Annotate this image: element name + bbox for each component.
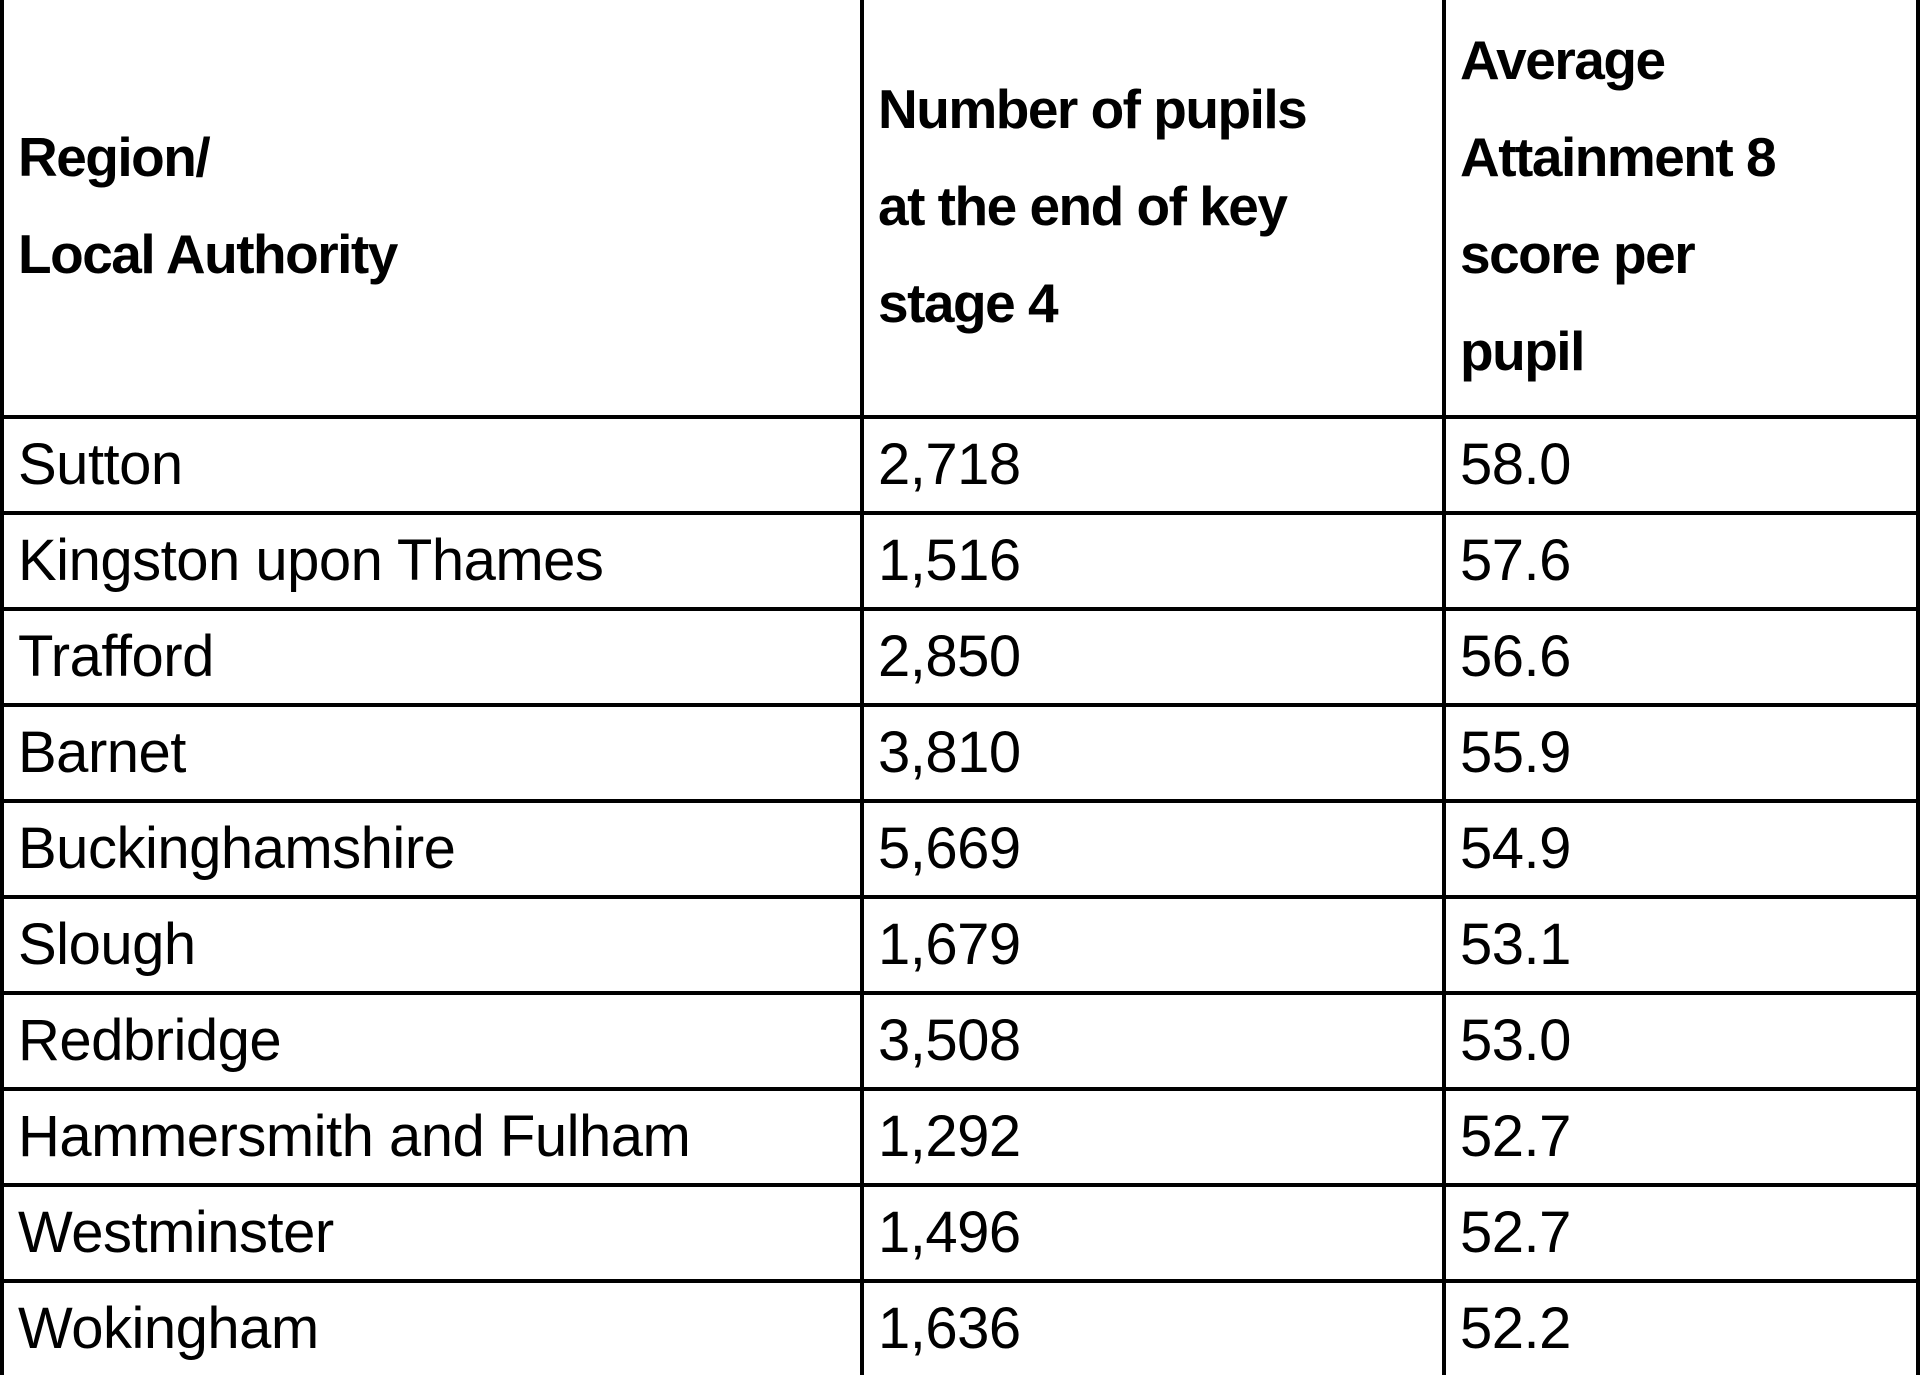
table-row: Redbridge 3,508 53.0 (0, 991, 1920, 1091)
cell-score: 53.0 (1442, 991, 1920, 1091)
table-row: Hammersmith and Fulham 1,292 52.7 (0, 1087, 1920, 1187)
cell-score: 52.7 (1442, 1087, 1920, 1187)
header-score-line-3: score per (1460, 223, 1696, 285)
header-region: Region/ Local Authority (0, 0, 864, 419)
cell-score: 52.2 (1442, 1279, 1920, 1375)
cell-score: 55.9 (1442, 703, 1920, 803)
table-body: Sutton 2,718 58.0 Kingston upon Thames 1… (0, 415, 1920, 1375)
cell-region: Kingston upon Thames (0, 511, 864, 611)
cell-region: Hammersmith and Fulham (0, 1087, 864, 1187)
header-score: Average Attainment 8 score per pupil (1442, 0, 1920, 419)
cell-pupils: 3,810 (860, 703, 1446, 803)
cell-region: Barnet (0, 703, 864, 803)
cell-score: 58.0 (1442, 415, 1920, 515)
header-score-line-1: Average (1460, 29, 1666, 91)
header-pupils-line-1: Number of pupils (878, 77, 1308, 140)
header-region-line-1: Region/ (18, 126, 211, 188)
header-pupils-line-3: stage 4 (878, 271, 1059, 334)
header-pupils-line-2: at the end of key (878, 174, 1288, 237)
cell-pupils: 2,850 (860, 607, 1446, 707)
table-row: Kingston upon Thames 1,516 57.6 (0, 511, 1920, 611)
cell-region: Trafford (0, 607, 864, 707)
header-score-line-2: Attainment 8 (1460, 126, 1777, 188)
cell-pupils: 3,508 (860, 991, 1446, 1091)
table-row: Slough 1,679 53.1 (0, 895, 1920, 995)
table-row: Buckinghamshire 5,669 54.9 (0, 799, 1920, 899)
cell-score: 56.6 (1442, 607, 1920, 707)
cell-pupils: 1,679 (860, 895, 1446, 995)
table-row: Barnet 3,810 55.9 (0, 703, 1920, 803)
cell-region: Wokingham (0, 1279, 864, 1375)
cell-score: 57.6 (1442, 511, 1920, 611)
cell-region: Westminster (0, 1183, 864, 1283)
cell-pupils: 1,292 (860, 1087, 1446, 1187)
cell-pupils: 1,636 (860, 1279, 1446, 1375)
cell-score: 54.9 (1442, 799, 1920, 899)
table-row: Wokingham 1,636 52.2 (0, 1279, 1920, 1375)
table-row: Westminster 1,496 52.7 (0, 1183, 1920, 1283)
table-header: Region/ Local Authority Number of pupils… (0, 0, 1920, 419)
header-pupils: Number of pupils at the end of key stage… (860, 0, 1446, 419)
cell-region: Redbridge (0, 991, 864, 1091)
table-row: Trafford 2,850 56.6 (0, 607, 1920, 707)
cell-score: 52.7 (1442, 1183, 1920, 1283)
cell-pupils: 5,669 (860, 799, 1446, 899)
header-row: Region/ Local Authority Number of pupils… (0, 0, 1920, 419)
header-score-line-4: pupil (1460, 320, 1585, 382)
cell-region: Buckinghamshire (0, 799, 864, 899)
cell-region: Sutton (0, 415, 864, 515)
cell-region: Slough (0, 895, 864, 995)
cell-pupils: 2,718 (860, 415, 1446, 515)
cell-score: 53.1 (1442, 895, 1920, 995)
cell-pupils: 1,496 (860, 1183, 1446, 1283)
cell-pupils: 1,516 (860, 511, 1446, 611)
table-row: Sutton 2,718 58.0 (0, 415, 1920, 515)
header-region-line-2: Local Authority (18, 223, 398, 285)
